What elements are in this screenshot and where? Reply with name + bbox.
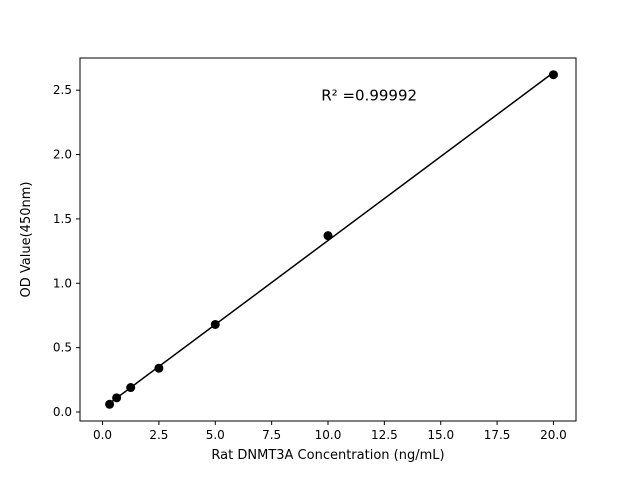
y-tick-label: 0.5 (53, 341, 72, 355)
x-tick-label: 5.0 (206, 428, 225, 442)
y-tick-label: 1.5 (53, 212, 72, 226)
x-axis-label: Rat DNMT3A Concentration (ng/mL) (211, 448, 444, 463)
y-tick-label: 1.0 (53, 276, 72, 290)
x-tick-label: 12.5 (371, 428, 398, 442)
x-tick-label: 20.0 (540, 428, 567, 442)
data-point (105, 399, 115, 409)
data-point (210, 319, 220, 329)
y-tick-label: 2.0 (53, 148, 72, 162)
x-tick-label: 0.0 (93, 428, 112, 442)
x-tick-label: 17.5 (484, 428, 511, 442)
r-squared-annotation: R² =0.99992 (321, 86, 417, 104)
y-tick-label: 0.0 (53, 405, 72, 419)
y-tick-label: 2.5 (53, 83, 72, 97)
x-tick-label: 2.5 (149, 428, 168, 442)
data-point (548, 70, 558, 80)
data-point (323, 231, 333, 241)
x-tick-label: 7.5 (262, 428, 281, 442)
data-point (154, 363, 164, 373)
y-axis-label: OD Value(450nm) (19, 182, 34, 298)
x-tick-label: 10.0 (315, 428, 342, 442)
data-point (126, 383, 136, 393)
x-tick-label: 15.0 (427, 428, 454, 442)
data-point (112, 393, 122, 403)
